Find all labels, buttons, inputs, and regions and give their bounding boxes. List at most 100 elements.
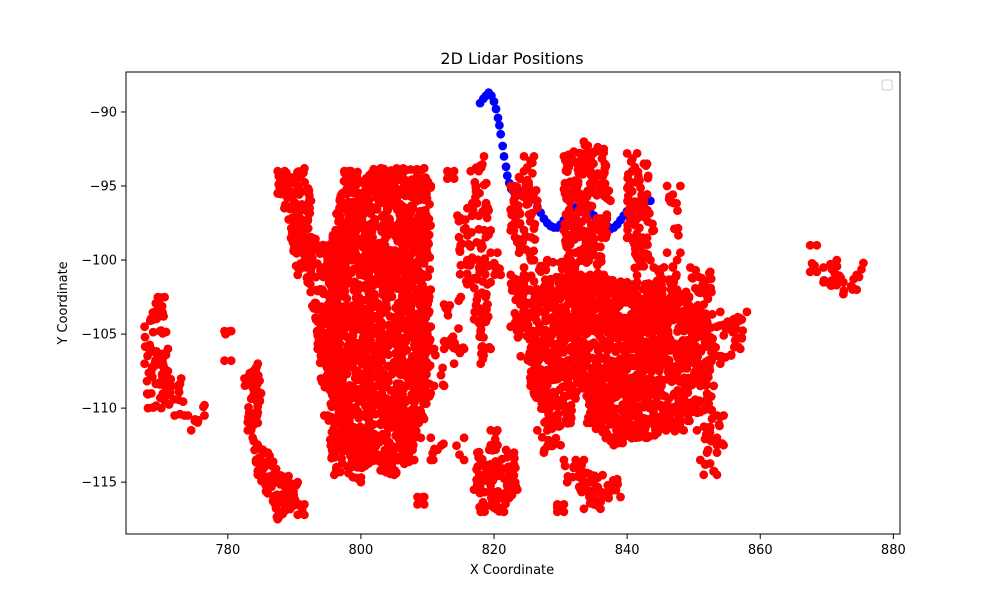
data-point-red [253,374,262,383]
data-point-red [482,289,491,299]
data-point-red [395,230,405,240]
data-point-red [318,318,327,327]
data-point-red [662,181,672,191]
data-point-red [571,394,580,403]
data-point-red [507,281,517,291]
data-point-red [633,373,643,382]
data-point-red [486,277,496,287]
data-point-red [556,440,565,450]
data-point-red [687,328,696,337]
data-point-red [459,344,469,354]
data-point-red [622,149,632,158]
data-point-red [371,186,381,195]
data-point-red [293,226,303,235]
data-point-red [340,262,350,272]
data-point-red [552,358,561,368]
data-point-red [300,163,309,173]
data-point-red [439,381,449,391]
data-point-red [676,248,685,258]
data-point-red [645,209,654,218]
data-point-red [387,409,397,419]
data-point-red [253,359,263,369]
data-point-red [303,214,313,224]
data-point-red [394,168,404,178]
data-point-red [313,329,323,339]
data-point-red [402,420,412,430]
data-point-red [375,397,384,407]
data-point-red [363,192,373,202]
data-point-red [573,165,583,175]
data-point-red [478,160,487,169]
data-point-blue [499,152,509,161]
data-point-red [414,217,424,227]
data-point-red [543,376,553,386]
data-point-red [547,315,557,325]
data-point-red [416,252,425,262]
data-point-red [353,300,363,310]
data-point-blue [498,141,508,151]
data-point-red [338,364,347,373]
data-point-red [386,339,396,349]
data-point-red [627,309,636,319]
data-point-red [364,269,374,279]
data-point-red [526,343,536,352]
data-point-red [154,312,163,321]
data-point-red [343,314,353,324]
data-point-red [303,184,313,194]
data-point-red [609,307,619,317]
data-point-red [386,325,396,335]
data-point-red [514,206,523,216]
data-point-blue [491,104,501,114]
data-point-red [256,462,266,472]
data-point-red [455,269,465,279]
data-point-red [395,311,405,320]
data-point-red [410,241,419,251]
data-point-red [411,344,421,354]
data-point-red [372,193,382,203]
data-point-red [401,337,411,347]
data-point-red [397,451,407,461]
data-point-red [593,274,603,284]
data-point-red [556,258,565,267]
data-point-red [473,255,483,265]
data-point-red [711,343,721,352]
data-point-red [708,334,717,344]
data-point-red [695,381,705,391]
data-point-red [470,177,480,187]
data-point-red [519,263,529,272]
data-point-red [394,190,404,200]
data-point-red [401,396,411,406]
data-point-red [389,364,399,374]
data-point-red [643,173,653,183]
data-point-red [596,504,605,514]
data-point-red [561,315,571,325]
data-point-red [602,214,612,224]
data-point-red [363,366,373,376]
data-point-red [538,344,547,354]
data-point-red [506,205,516,215]
data-point-red [585,201,594,211]
data-point-red [450,338,459,348]
data-point-red [620,321,629,331]
data-point-red [742,307,752,317]
data-point-red [572,344,582,354]
data-point-red [609,418,619,428]
data-point-red [599,373,609,382]
data-point-red [673,206,682,216]
data-point-red [376,431,385,440]
data-point-red [662,248,672,258]
data-point-red [395,393,404,403]
data-point-red [530,219,540,229]
data-point-red [143,390,153,399]
data-point-red [706,392,716,401]
data-point-red [663,401,673,411]
data-point-red [264,456,274,466]
data-point-red [476,470,486,480]
data-point-red [400,251,410,261]
data-point-red [226,326,236,336]
data-point-red [731,324,741,334]
data-point-red [422,369,431,379]
data-point-red [271,504,281,513]
data-point-red [612,292,622,302]
data-point-red [318,287,327,297]
